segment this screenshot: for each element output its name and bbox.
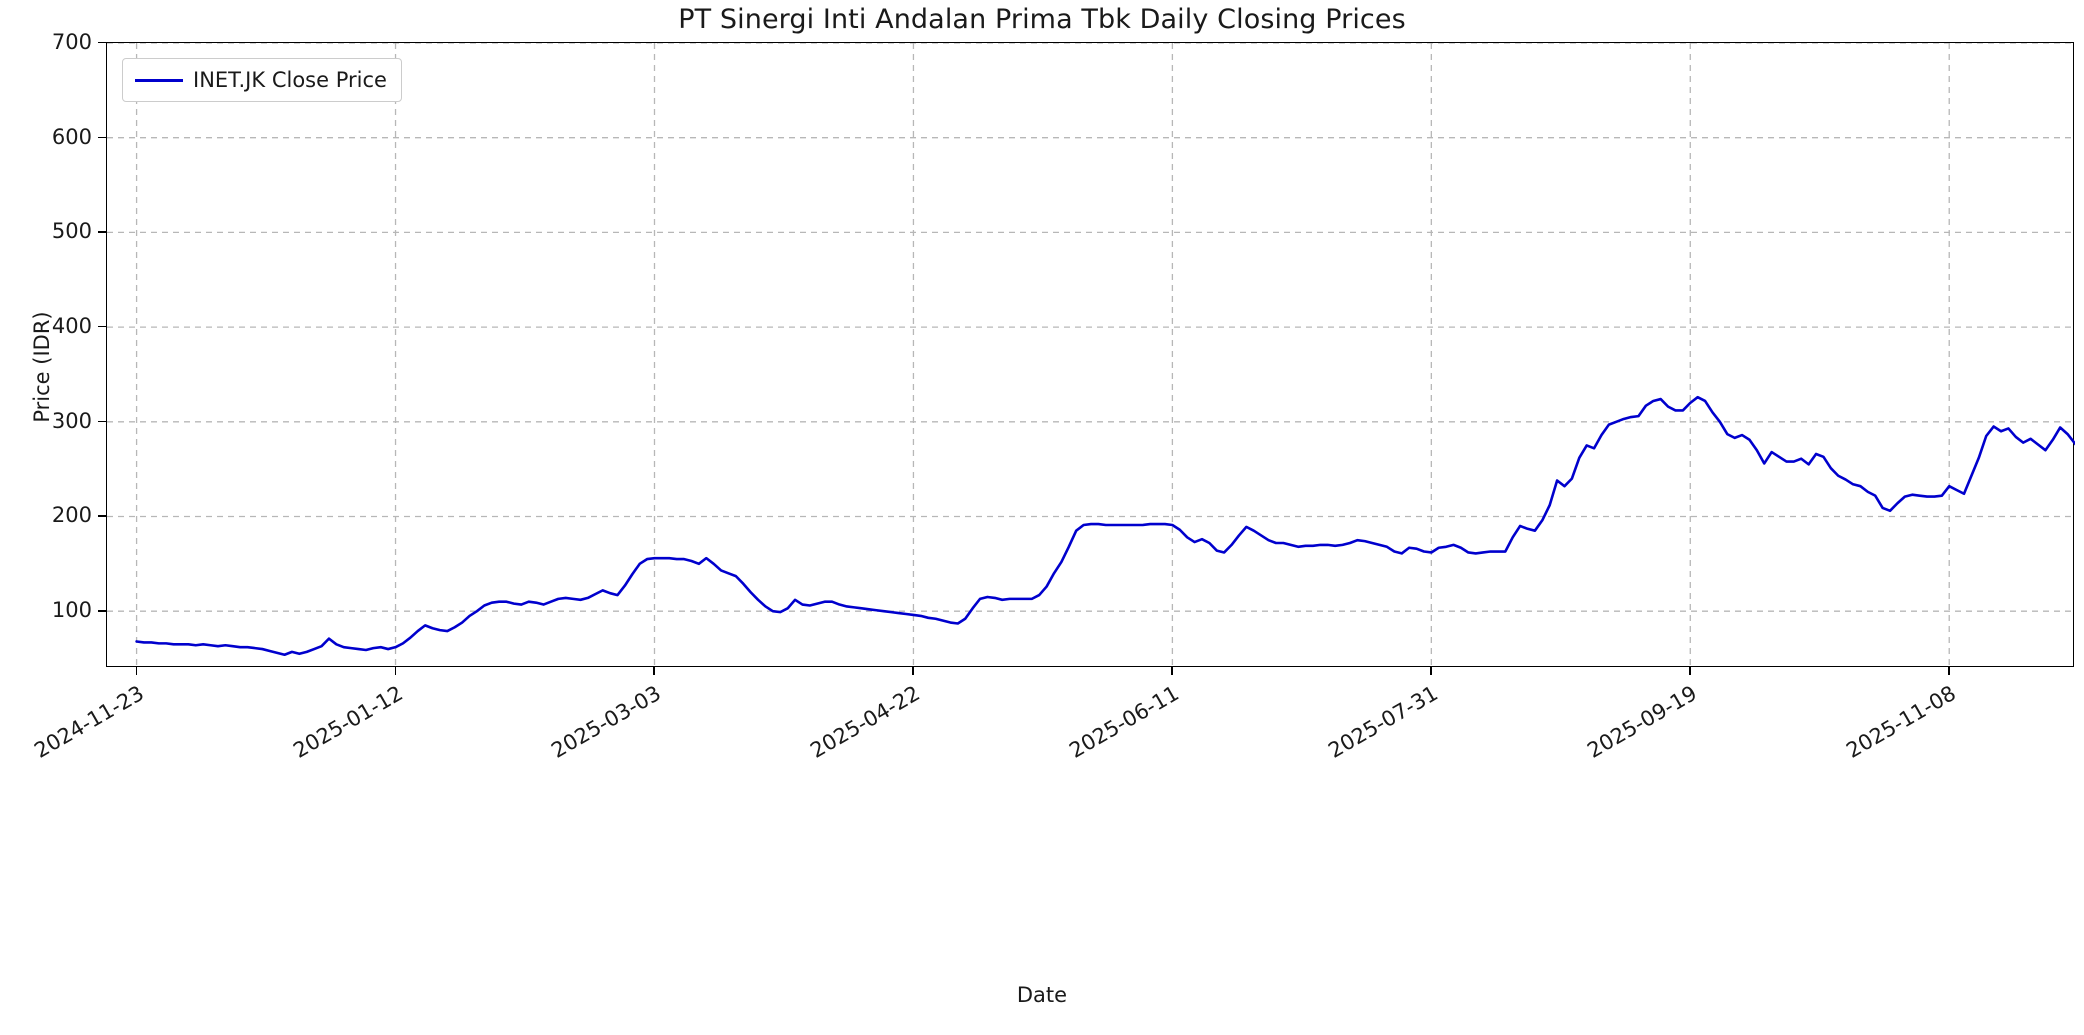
y-axis-tick-label: 200 — [51, 503, 92, 528]
x-axis-tick-mark — [394, 667, 396, 675]
x-axis-tick-label: 2024-11-23 — [0, 681, 148, 881]
y-axis-tick-mark — [98, 515, 106, 517]
y-axis-tick-label: 500 — [51, 219, 92, 244]
x-axis-tick-mark — [135, 667, 137, 675]
x-axis-tick-label-text: 2024-11-23 — [29, 681, 148, 763]
x-axis-tick-mark — [1689, 667, 1691, 675]
y-axis-tick-label: 600 — [51, 124, 92, 149]
chart-legend: INET.JK Close Price — [122, 58, 402, 102]
y-axis-tick-mark — [98, 42, 106, 44]
x-axis-tick-label-text: 2025-06-11 — [1065, 681, 1184, 763]
y-axis-tick-label: 300 — [51, 408, 92, 433]
x-axis-tick-mark — [1171, 667, 1173, 675]
x-axis-tick-label-text: 2025-07-31 — [1324, 681, 1443, 763]
y-axis-tick-mark — [98, 231, 106, 233]
x-axis-tick-label-text: 2025-11-08 — [1842, 681, 1961, 763]
x-axis-tick-mark — [912, 667, 914, 675]
y-axis-tick-mark — [98, 136, 106, 139]
series-line-inet-jk-close-price — [135, 395, 2075, 657]
y-axis-tick-label: 400 — [51, 314, 92, 339]
y-axis-tick-mark — [98, 420, 106, 423]
y-axis-tick-mark — [98, 610, 106, 612]
x-axis-tick-label-text: 2025-03-03 — [547, 681, 666, 763]
x-axis-tick-label-text: 2025-04-22 — [806, 681, 925, 763]
y-axis-tick-label: 100 — [51, 598, 92, 623]
page-title: PT Sinergi Inti Andalan Prima Tbk Daily … — [678, 4, 1406, 35]
legend-label: INET.JK Close Price — [193, 68, 387, 92]
y-axis-label: Price (IDR) — [30, 311, 54, 423]
y-axis-tick-mark — [98, 326, 106, 328]
x-axis-label: Date — [1016, 983, 1068, 1007]
x-axis-tick-label-text: 2025-01-12 — [288, 681, 407, 763]
plot-area — [106, 42, 2075, 668]
x-axis-tick-mark — [1948, 667, 1950, 675]
y-axis-tick-label: 700 — [51, 30, 92, 54]
x-axis-tick-mark — [1430, 667, 1432, 675]
x-axis-tick-label-text: 2025-09-19 — [1583, 681, 1702, 763]
x-axis-tick-mark — [653, 667, 655, 675]
legend-line-swatch — [135, 78, 183, 82]
series-plot — [107, 43, 2075, 668]
